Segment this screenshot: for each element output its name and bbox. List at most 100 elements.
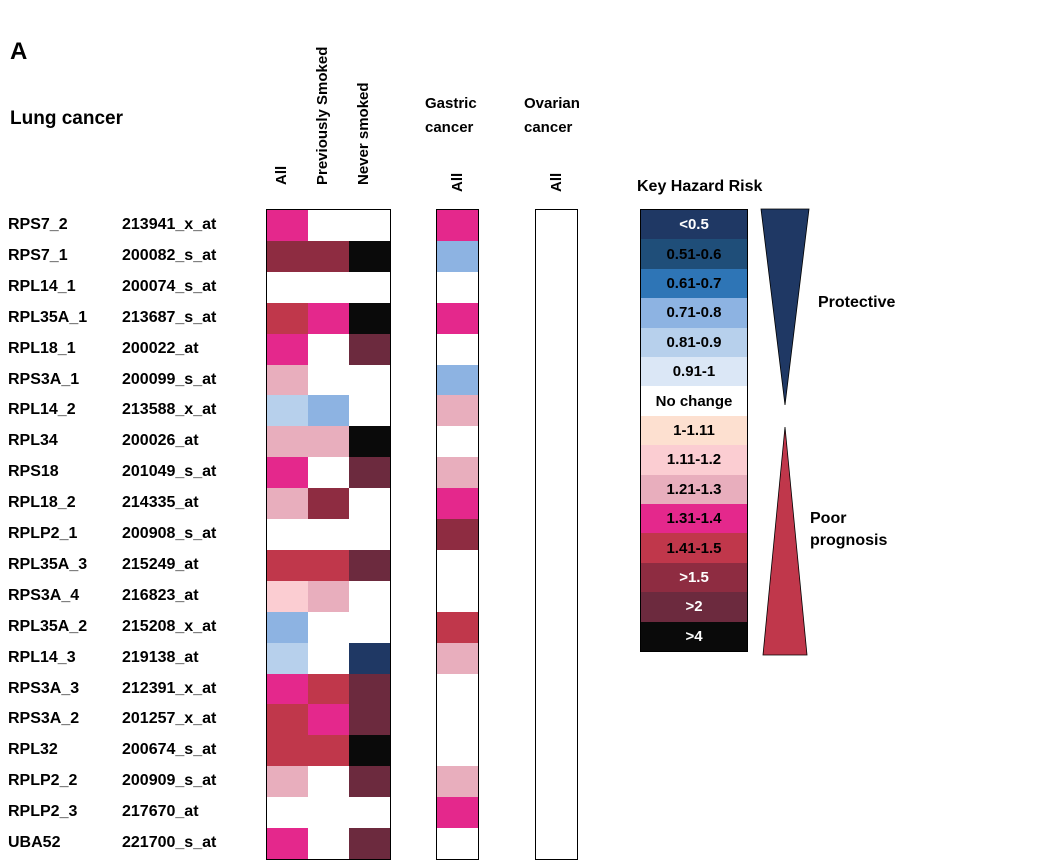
heatmap-cell: [437, 766, 478, 798]
legend-item: >1.5: [641, 562, 747, 593]
heatmap-cell: [349, 673, 390, 705]
group-header-gastric-line1: Gastric: [425, 95, 477, 112]
heatmap-cell: [349, 488, 390, 520]
col-header-lung-previously-smoked: Previously Smoked: [314, 46, 331, 185]
col-header-gastric-all: All: [449, 172, 466, 192]
heatmap-cell: [437, 704, 478, 736]
poor-prognosis-label: Poor prognosis: [810, 508, 887, 552]
legend-item: >2: [641, 592, 747, 622]
heatmap-cell: [308, 828, 349, 860]
poor-prognosis-line1: Poor: [810, 510, 847, 527]
heatmap-cell: [437, 302, 478, 335]
heatmap-cell: [437, 488, 478, 520]
heatmap-cell: [349, 333, 390, 365]
heatmap-cell: [437, 797, 478, 829]
heatmap-cell: [308, 240, 349, 273]
heatmap-cell: [267, 828, 308, 860]
row-gene-label: RPLP2_1: [8, 525, 78, 542]
col-header-lung-all: All: [273, 165, 290, 185]
heatmap-cell: [536, 395, 577, 427]
heatmap-cell: [267, 457, 308, 489]
row-gene-label: RPL14_1: [8, 277, 76, 295]
chart-title: Lung cancer: [10, 108, 123, 129]
heatmap-cell: [536, 611, 577, 644]
row-gene-label: RPS7_2: [8, 216, 68, 233]
legend-item: >4: [641, 621, 747, 652]
heatmap-cell: [536, 457, 577, 489]
row-probe-label: 217670_at: [122, 803, 199, 821]
row-gene-label: RPS18: [8, 463, 59, 481]
heatmap-cell: [536, 240, 577, 273]
heatmap-cell: [349, 766, 390, 798]
row-probe-label: 200026_at: [122, 432, 199, 450]
heatmap-cell: [536, 642, 577, 674]
heatmap-cell: [349, 519, 390, 551]
row-gene-label: RPL34: [8, 432, 58, 450]
heatmap-cell: [536, 828, 577, 860]
heatmap-cell: [308, 457, 349, 489]
row-probe-label: 200022_at: [122, 339, 199, 357]
group-header-ovarian: Ovarian cancer: [524, 92, 580, 140]
heatmap-cell: [308, 611, 349, 644]
heatmap-cell: [267, 395, 308, 427]
row-probe-label: 200908_s_at: [122, 525, 217, 542]
heatmap-cell: [536, 735, 577, 767]
row-probe-label: 201049_s_at: [122, 463, 217, 481]
legend-frame: [640, 209, 748, 652]
heatmap-cell: [437, 333, 478, 365]
heatmap-cell: [349, 611, 390, 644]
heatmap-cell: [267, 240, 308, 273]
heatmap-cell: [536, 488, 577, 520]
row-probe-label: 200909_s_at: [122, 772, 217, 790]
heatmap-cell: [308, 395, 349, 427]
heatmap-cell: [437, 611, 478, 644]
heatmap-cell: [267, 735, 308, 767]
heatmap-cell: [308, 302, 349, 335]
legend-item: <0.5: [641, 210, 747, 240]
row-probe-label: 216823_at: [122, 586, 199, 604]
row-gene-label: RPLP2_2: [8, 772, 78, 790]
row-gene-label: RPL14_2: [8, 401, 76, 419]
heatmap-cell: [267, 580, 308, 613]
heatmap-cell: [437, 457, 478, 489]
heatmap-cell: [437, 426, 478, 458]
heatmap-cell: [349, 549, 390, 582]
heatmap-cell: [536, 302, 577, 335]
heatmap-cell: [437, 828, 478, 860]
heatmap-cell: [349, 271, 390, 304]
heatmap-cell: [536, 271, 577, 304]
row-gene-label: RPS3A_4: [8, 586, 80, 604]
heatmap-cell: [308, 364, 349, 396]
row-gene-label: RPLP2_3: [8, 803, 78, 821]
heatmap-cell: [267, 333, 308, 365]
heatmap-cell: [308, 426, 349, 458]
heatmap-cell: [349, 426, 390, 458]
heatmap-cell: [437, 395, 478, 427]
row-probe-label: 200674_s_at: [122, 741, 217, 759]
heatmap-cell: [267, 488, 308, 520]
legend-item: 1-1.11: [641, 415, 747, 446]
heatmap-cell: [437, 364, 478, 396]
lung-block-frame: [266, 209, 391, 860]
row-gene-label: UBA52: [8, 834, 61, 851]
heatmap-cell: [267, 302, 308, 335]
heatmap-cell: [308, 519, 349, 551]
heatmap-cell: [536, 673, 577, 705]
poor-prognosis-triangle: [762, 426, 808, 656]
heatmap-cell: [536, 580, 577, 613]
heatmap-cell: [349, 704, 390, 736]
heatmap-cell: [349, 302, 390, 335]
row-probe-label: 213687_s_at: [122, 308, 217, 326]
row-probe-label: 200099_s_at: [122, 370, 217, 388]
legend-item: 1.41-1.5: [641, 533, 747, 563]
heatmap-cell: [437, 580, 478, 613]
heatmap-cell: [308, 766, 349, 798]
heatmap-cell: [308, 210, 349, 242]
heatmap-cell: [267, 642, 308, 674]
heatmap-cell: [267, 271, 308, 304]
row-probe-label: 213941_x_at: [122, 216, 217, 233]
heatmap-cell: [536, 364, 577, 396]
heatmap-cell: [308, 704, 349, 736]
panel-label: A: [10, 38, 28, 65]
group-header-ovarian-line1: Ovarian: [524, 95, 580, 112]
